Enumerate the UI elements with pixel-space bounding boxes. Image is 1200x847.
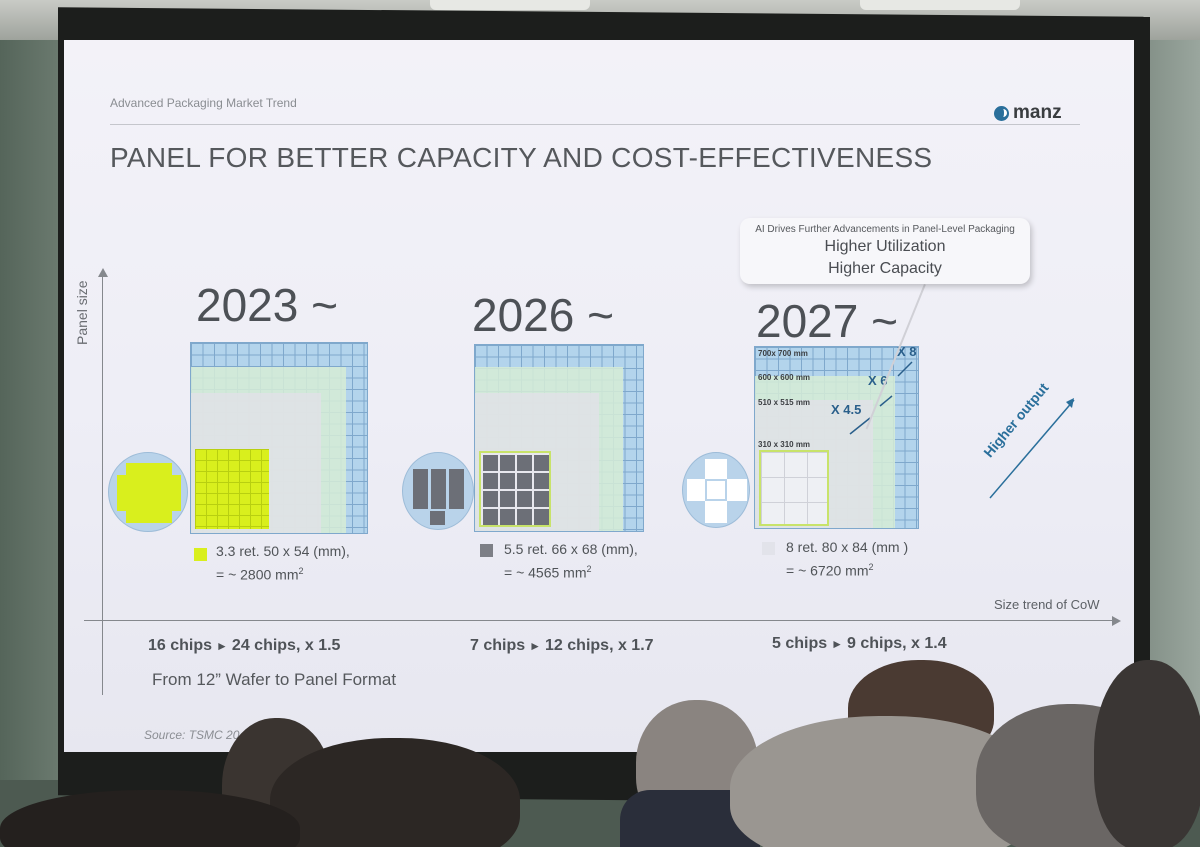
panel-grid-2023 xyxy=(190,342,368,534)
slide-section-header: Advanced Packaging Market Trend xyxy=(110,96,297,110)
legend-swatch-2026 xyxy=(480,544,493,557)
legend-2026-line1: 5.5 ret. 66 x 68 (mm), xyxy=(504,541,638,557)
legend-2023-area: = ~ 2800 mm xyxy=(216,566,299,583)
wafer-chip-pattern xyxy=(430,511,445,525)
slide-title: PANEL FOR BETTER CAPACITY AND COST-EFFEC… xyxy=(110,142,933,173)
x-axis-line xyxy=(84,620,1114,621)
legend-2023-line2: = ~ 2800 mm2 xyxy=(216,562,304,584)
panel-size-510: 510 x 515 mm xyxy=(758,398,811,407)
callout-box: AI Drives Further Advancements in Panel-… xyxy=(740,218,1030,284)
left-wall xyxy=(0,40,60,847)
wafer-chip-pattern xyxy=(687,479,747,501)
callout-caption: AI Drives Further Advancements in Panel-… xyxy=(755,224,1015,235)
wafer-2023 xyxy=(108,452,188,532)
audience-head xyxy=(270,738,520,847)
legend-2023-line1: 3.3 ret. 50 x 54 (mm), xyxy=(216,543,350,559)
panel-size-700: 700x 700 mm xyxy=(758,349,808,358)
multiplier-arrows xyxy=(849,361,913,435)
callout-line-1: Higher Utilization xyxy=(824,238,946,255)
projected-slide: Advanced Packaging Market Trend manz PAN… xyxy=(64,40,1134,752)
ceiling-light xyxy=(860,0,1020,10)
legend-2027-line1: 8 ret. 80 x 84 (mm ) xyxy=(786,539,909,555)
from-wafer-caption: From 12” Wafer to Panel Format xyxy=(152,670,397,689)
chip-block-highlight xyxy=(195,449,269,529)
ceiling-light xyxy=(430,0,590,10)
manz-logo-icon xyxy=(994,105,1009,121)
panel-grid-2026 xyxy=(474,344,644,532)
panel-grid-2027 xyxy=(754,346,919,529)
legend-2027-area: = ~ 6720 mm xyxy=(786,562,869,579)
audience-head xyxy=(0,790,300,847)
chips-to: 9 chips, x 1.4 xyxy=(847,635,947,652)
chips-from: 7 chips xyxy=(470,637,526,654)
superscript: 2 xyxy=(868,562,874,572)
wafer-chip-pattern xyxy=(117,475,181,511)
arrow-line xyxy=(989,399,1075,499)
wafer-chip-divider xyxy=(705,479,727,501)
chips-2023: 16 chips ► 24 chips, x 1.5 xyxy=(148,637,340,655)
superscript: 2 xyxy=(586,564,592,574)
chips-2026: 7 chips ► 12 chips, x 1.7 xyxy=(470,637,654,655)
arrow-line xyxy=(897,361,913,377)
legend-2026-area: = ~ 4565 mm xyxy=(504,564,587,581)
legend-swatch-2027 xyxy=(762,542,775,555)
wafer-2026 xyxy=(402,452,474,530)
higher-output-arrow-icon xyxy=(989,398,1075,499)
triangle-right-icon: ► xyxy=(831,637,844,651)
multiplier-x8: X 8 xyxy=(897,344,917,359)
multiplier-x4-5: X 4.5 xyxy=(831,402,862,417)
year-2026: 2026 ~ xyxy=(472,289,614,341)
wafer-chip-pattern xyxy=(413,469,465,509)
y-axis-line xyxy=(102,275,103,695)
wafer-2027 xyxy=(682,452,750,528)
chips-from: 16 chips xyxy=(148,637,213,654)
x-axis-arrow-icon xyxy=(1112,616,1121,626)
panel-size-600: 600 x 600 mm xyxy=(758,373,811,382)
audience-head xyxy=(1094,660,1200,847)
y-axis-label: Panel size xyxy=(74,280,90,345)
manz-logo: manz xyxy=(994,102,1062,124)
year-2023: 2023 ~ xyxy=(196,279,338,331)
chips-to: 24 chips, x 1.5 xyxy=(231,637,341,654)
chips-from: 5 chips xyxy=(772,635,828,652)
chip-block-highlight xyxy=(479,451,551,527)
legend-2027-line2: = ~ 6720 mm2 xyxy=(786,558,874,580)
legend-2026-line2: = ~ 4565 mm2 xyxy=(504,560,592,582)
x-axis-label: Size trend of CoW xyxy=(994,597,1100,612)
chips-to: 12 chips, x 1.7 xyxy=(545,637,654,654)
triangle-right-icon: ► xyxy=(216,639,228,653)
callout-line-2: Higher Capacity xyxy=(828,260,942,277)
y-axis-arrow-icon xyxy=(98,268,108,277)
manz-logo-text: manz xyxy=(1013,102,1062,123)
chip-block-highlight xyxy=(759,450,829,526)
source-note: Source: TSMC 20 xyxy=(144,728,240,742)
chips-2027: 5 chips ► 9 chips, x 1.4 xyxy=(772,635,947,653)
header-divider xyxy=(110,124,1080,125)
arrow-line xyxy=(849,417,871,435)
panel-size-310: 310 x 310 mm xyxy=(758,440,811,449)
legend-swatch-2023 xyxy=(194,548,207,561)
arrow-head xyxy=(1066,398,1074,408)
arrow-line xyxy=(879,395,893,407)
year-2027: 2027 ~ xyxy=(756,295,898,347)
superscript: 2 xyxy=(298,566,304,576)
triangle-right-icon: ► xyxy=(529,639,542,653)
